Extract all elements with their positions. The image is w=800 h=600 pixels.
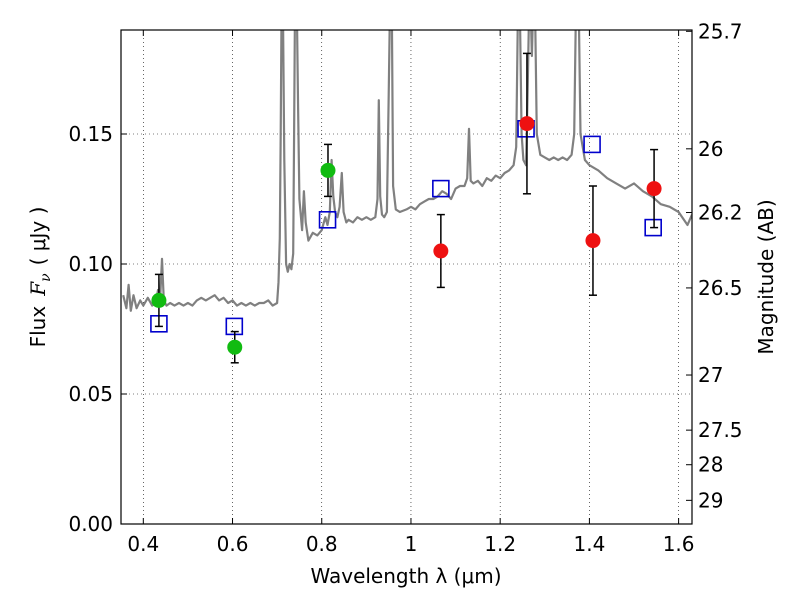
y-label-sub: ν xyxy=(38,273,54,282)
magnitude-tick-label: 29 xyxy=(698,488,723,512)
y-tick-label: 0.05 xyxy=(68,382,113,406)
y-label-math: F xyxy=(26,281,50,297)
measured-optical-point xyxy=(227,339,243,355)
y-tick-label: 0.00 xyxy=(68,512,113,536)
model-photometry-square xyxy=(318,211,337,229)
x-tick-label: 1.6 xyxy=(663,532,695,556)
y-label-text: Flux xyxy=(26,306,50,348)
model-photometry-square xyxy=(432,179,450,198)
measured-optical-point xyxy=(320,162,336,178)
magnitude-tick-label: 28 xyxy=(698,453,723,477)
measured-nir-point xyxy=(646,181,662,197)
x-tick-label: 0.6 xyxy=(217,532,249,556)
measured-nir-point xyxy=(433,243,449,259)
x-tick-label: 0.8 xyxy=(306,532,338,556)
measured-nir-point xyxy=(519,116,535,132)
model-photometry-square xyxy=(644,218,662,237)
magnitude-tick-label: 27.5 xyxy=(698,418,743,442)
y-axis-label-left: Flux Fν ( μJy ) xyxy=(26,207,54,348)
y-label-unit: ( μJy ) xyxy=(26,207,50,266)
tick-labels: 0.4 0.6 0.8 1 1.2 1.4 1.6 0.00 0.05 0.10 0.15 25.7 2… xyxy=(68,19,742,556)
model-spectrum-line xyxy=(122,30,692,312)
ticks xyxy=(121,30,692,525)
x-tick-label: 1.4 xyxy=(573,532,605,556)
plot-background xyxy=(121,30,692,524)
x-tick-label: 1.2 xyxy=(484,532,516,556)
magnitude-tick-label: 27 xyxy=(698,363,723,387)
measured-nir-point xyxy=(585,233,601,249)
plot-frame xyxy=(120,29,693,525)
model-photometry-square xyxy=(583,135,601,154)
measured-optical-point xyxy=(151,292,167,308)
x-axis-label: Wavelength λ (μm) xyxy=(310,564,501,588)
magnitude-tick-label: 26.2 xyxy=(698,201,743,225)
y-axis-label-right: Magnitude (AB) xyxy=(754,199,778,354)
markers xyxy=(150,52,662,364)
plot-area xyxy=(122,30,692,312)
magnitude-tick-label: 26 xyxy=(698,137,723,161)
x-tick-label: 1 xyxy=(405,532,418,556)
y-tick-label: 0.10 xyxy=(68,252,113,276)
x-tick-label: 0.4 xyxy=(127,532,159,556)
magnitude-tick-label: 25.7 xyxy=(698,19,743,43)
magnitude-tick-label: 26.5 xyxy=(698,276,743,300)
y-tick-label: 0.15 xyxy=(68,122,113,146)
